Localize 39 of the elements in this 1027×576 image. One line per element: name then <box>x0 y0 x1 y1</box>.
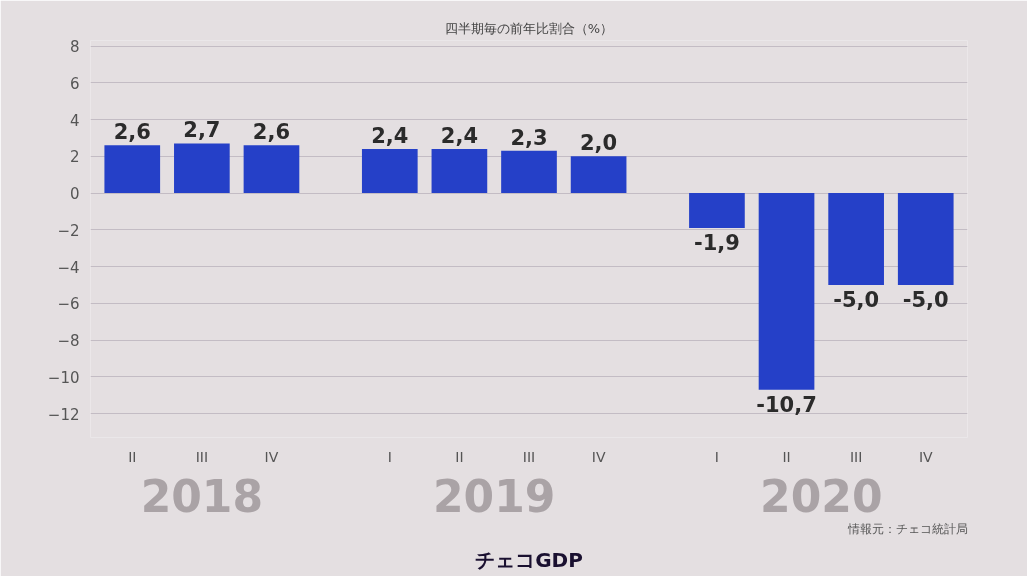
x-tick-label: IV <box>591 448 606 465</box>
x-tick-label: III <box>522 448 536 465</box>
text: チェコGDP <box>475 547 583 572</box>
y-tick-label: −12 <box>47 405 80 424</box>
x-tick-label: II <box>455 448 464 465</box>
chart-title: 四半期毎の前年比割合（%） <box>444 20 614 36</box>
y-tick-label: 0 <box>69 185 80 204</box>
x-tick-label: IV <box>264 448 279 465</box>
data-label: -1,9 <box>693 230 740 255</box>
x-tick-label: I <box>387 448 392 465</box>
data-label: 2,0 <box>580 131 618 156</box>
y-tick-label: −6 <box>57 295 80 314</box>
data-label: -5,0 <box>902 287 949 312</box>
y-tick-label: −2 <box>57 221 80 240</box>
x-tick-label: III <box>195 448 209 465</box>
data-label: 2,4 <box>371 123 409 148</box>
y-tick-label: 4 <box>69 111 80 130</box>
y-tick-label: −10 <box>47 368 80 387</box>
text: 情報元：チェコ統計局 <box>846 521 968 536</box>
y-tick-label: 8 <box>69 38 80 57</box>
x-tick-label: IV <box>918 448 934 465</box>
data-label: 2,7 <box>183 118 221 143</box>
x-tick-label: III <box>849 448 863 465</box>
text: 2018 <box>140 470 264 522</box>
x-tick-label: II <box>782 448 791 465</box>
text: 2019 <box>432 470 556 522</box>
data-label: 2,4 <box>440 123 478 148</box>
data-label: 2,6 <box>252 120 291 145</box>
data-label: -10,7 <box>756 392 817 417</box>
data-label: -5,0 <box>833 287 880 312</box>
y-tick-label: 2 <box>69 148 80 167</box>
y-tick-label: −8 <box>57 332 80 351</box>
x-tick-label: II <box>128 448 137 465</box>
text: 2020 <box>760 470 883 522</box>
y-tick-label: 6 <box>69 74 80 93</box>
x-tick-label: I <box>714 448 719 465</box>
data-label: 2,6 <box>113 120 151 145</box>
data-label: 2,3 <box>510 125 548 150</box>
y-tick-label: −4 <box>57 258 80 277</box>
